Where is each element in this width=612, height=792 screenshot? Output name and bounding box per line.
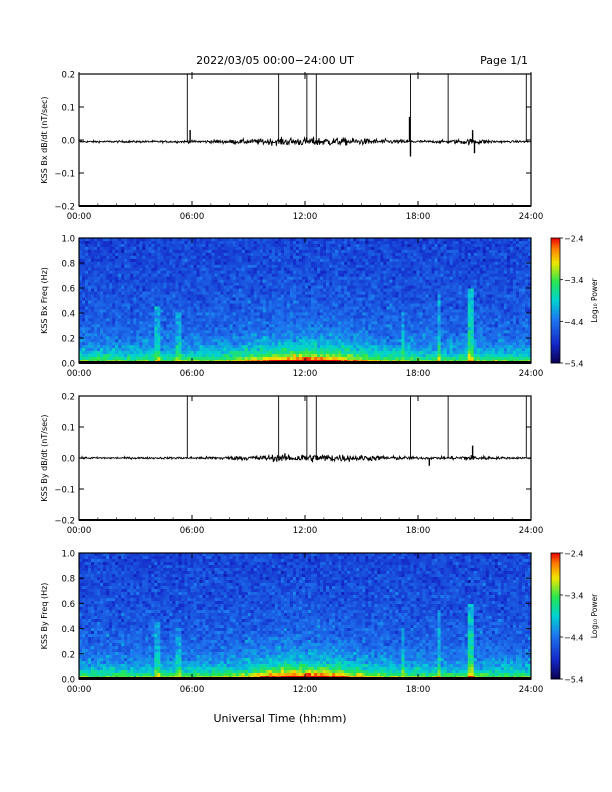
colorbar-label: Log₁₀ Power bbox=[590, 277, 599, 322]
y-tick-label: 0.8 bbox=[61, 260, 75, 270]
x-tick-label: 12:00 bbox=[293, 685, 318, 695]
colorbar-tick-label: −4.4 bbox=[564, 634, 583, 643]
colorbar-tick-label: −4.4 bbox=[564, 318, 583, 327]
x-tick-label: 24:00 bbox=[519, 685, 544, 695]
x-tick-label: 18:00 bbox=[406, 526, 431, 536]
x-tick-label: 18:00 bbox=[406, 369, 431, 379]
y-axis-title: KSS Bx dB/dt (nT/sec) bbox=[40, 96, 49, 183]
y-tick-label: 0.4 bbox=[61, 625, 75, 635]
y-tick-label: 0.2 bbox=[61, 71, 75, 81]
y-tick-label: 0.2 bbox=[61, 393, 75, 403]
y-tick-label: 0.1 bbox=[61, 424, 75, 434]
colorbar: −2.4 −3.4 −4.4 −5.4 Log₁₀ Power bbox=[550, 550, 599, 685]
y-tick-label: 0.0 bbox=[61, 360, 75, 370]
y-tick-label: 0.0 bbox=[61, 137, 75, 147]
y-tick-label: 0.0 bbox=[61, 676, 75, 686]
panel-4: −2.4 −3.4 −4.4 −5.4 Log₁₀ Power 00:00 06:00 12:… bbox=[40, 550, 599, 696]
x-tick-label: 06:00 bbox=[180, 212, 205, 222]
colorbar-frame bbox=[550, 237, 561, 364]
y-tick-label: −0.2 bbox=[54, 517, 75, 527]
y-axis-title: KSS By Freq (Hz) bbox=[40, 583, 49, 650]
x-tick-label: 12:00 bbox=[293, 526, 318, 536]
colorbar-tick-label: −3.4 bbox=[564, 592, 583, 601]
spectrogram-cells bbox=[79, 238, 532, 364]
x-axis-title: Universal Time (hh:mm) bbox=[214, 712, 347, 725]
y-tick-label: 0.6 bbox=[61, 285, 75, 295]
y-tick-label: 0.4 bbox=[61, 310, 75, 320]
y-tick-label: 0.6 bbox=[61, 600, 75, 610]
spectrogram-cells bbox=[79, 553, 532, 680]
colorbar-tick-label: −2.4 bbox=[564, 550, 583, 559]
y-axis-title: KSS By dB/dt (nT/sec) bbox=[40, 414, 49, 501]
x-tick-label: 12:00 bbox=[293, 212, 318, 222]
x-tick-label: 06:00 bbox=[180, 685, 205, 695]
panels-group: 00:00 06:00 12:00 18:00 24:00 0.2 0.1 0.0 −0.1 −0… bbox=[40, 71, 599, 696]
x-tick-label: 24:00 bbox=[519, 526, 544, 536]
y-tick-label: 0.1 bbox=[61, 104, 75, 114]
y-tick-label: −0.2 bbox=[54, 203, 75, 213]
y-tick-label: 0.0 bbox=[61, 455, 75, 465]
panel-1: 00:00 06:00 12:00 18:00 24:00 0.2 0.1 0.0 −0.1 −0… bbox=[40, 71, 543, 223]
colorbar-tick-label: −5.4 bbox=[564, 360, 583, 369]
x-tick-label: 12:00 bbox=[293, 369, 318, 379]
colorbar-tick-label: −3.4 bbox=[564, 276, 583, 285]
x-tick-label: 00:00 bbox=[67, 685, 92, 695]
figure-title: 2022/03/05 00:00−24:00 UT bbox=[196, 54, 354, 67]
panel-2: −2.4 −3.4 −4.4 −5.4 Log₁₀ Power 00:00 06:00 12:… bbox=[40, 235, 599, 380]
signal-trace bbox=[78, 453, 532, 463]
y-tick-label: −0.1 bbox=[54, 170, 75, 180]
colorbar-tick-label: −2.4 bbox=[564, 235, 583, 244]
y-tick-label: 0.8 bbox=[61, 575, 75, 585]
y-tick-label: −0.1 bbox=[54, 486, 75, 496]
page-number: Page 1/1 bbox=[480, 54, 528, 67]
colorbar-label: Log₁₀ Power bbox=[590, 593, 599, 638]
x-tick-label: 18:00 bbox=[406, 685, 431, 695]
x-tick-label: 00:00 bbox=[67, 526, 92, 536]
x-tick-label: 18:00 bbox=[406, 212, 431, 222]
x-tick-label: 06:00 bbox=[180, 526, 205, 536]
signal-trace bbox=[78, 135, 532, 147]
panel-3: 00:00 06:00 12:00 18:00 24:00 0.2 0.1 0.0 −0.1 −0… bbox=[40, 393, 543, 537]
x-tick-label: 06:00 bbox=[180, 369, 205, 379]
x-tick-label: 00:00 bbox=[67, 369, 92, 379]
y-axis-title: KSS Bx Freq (Hz) bbox=[40, 267, 49, 334]
colorbar: −2.4 −3.4 −4.4 −5.4 Log₁₀ Power bbox=[550, 235, 599, 369]
x-tick-label: 24:00 bbox=[519, 369, 544, 379]
y-tick-label: 1.0 bbox=[61, 550, 75, 560]
x-tick-label: 00:00 bbox=[67, 212, 92, 222]
y-tick-label: 0.2 bbox=[61, 650, 75, 660]
y-tick-label: 0.2 bbox=[61, 335, 75, 345]
x-tick-label: 24:00 bbox=[519, 212, 544, 222]
colorbar-tick-label: −5.4 bbox=[564, 676, 583, 685]
y-tick-label: 1.0 bbox=[61, 235, 75, 245]
colorbar-frame bbox=[550, 552, 561, 680]
